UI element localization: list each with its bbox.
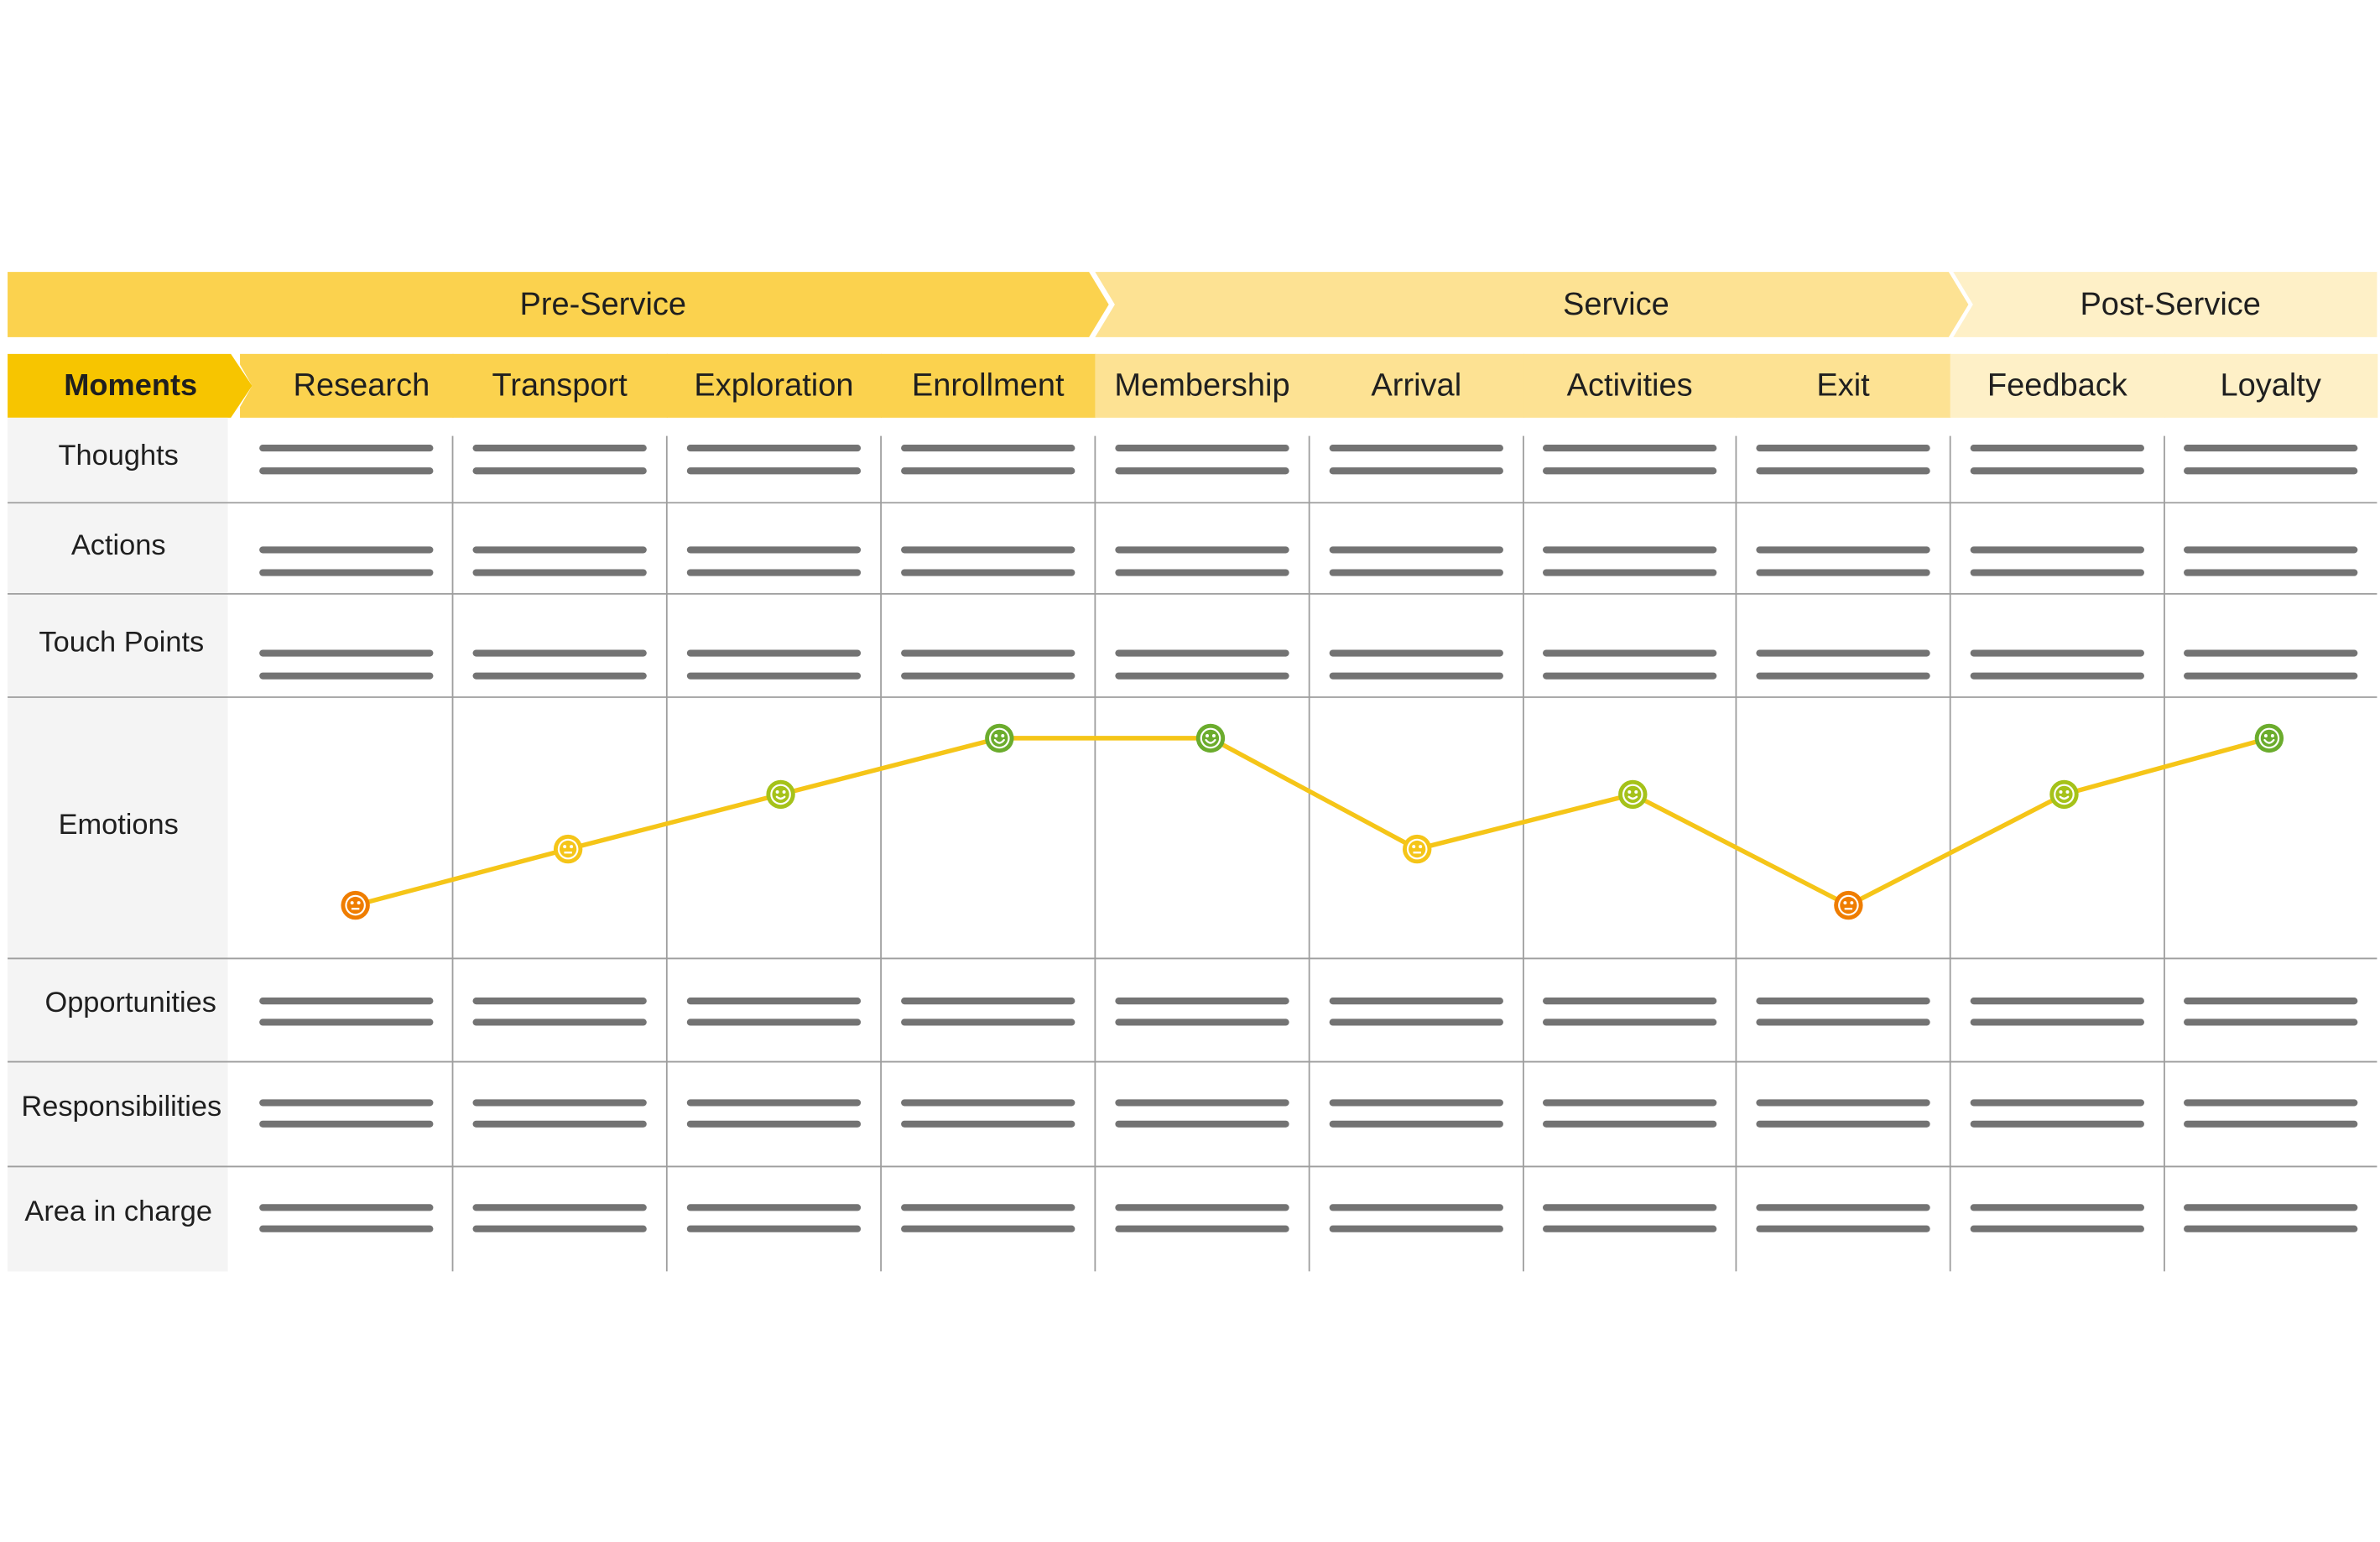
- phase-banner-pre-service: [8, 272, 1109, 337]
- phase-banner-service: [1095, 272, 1969, 337]
- row-label-area-in-charge: Area in charge: [24, 1196, 212, 1227]
- emotion-very-happy-icon: [1195, 723, 1226, 753]
- row-label-touch-points: Touch Points: [39, 627, 204, 659]
- row-label-opportunities: Opportunities: [44, 987, 216, 1018]
- emotion-eye: [570, 845, 574, 849]
- moment-cell: [1736, 353, 1951, 418]
- emotion-curve: [354, 736, 2270, 908]
- emotion-eye: [1412, 845, 1416, 849]
- emotion-eye: [1843, 901, 1847, 905]
- emotion-very-happy-icon: [985, 723, 1014, 753]
- moment-cell: [1095, 353, 1310, 418]
- moment-cell: [1523, 353, 1737, 418]
- moments-label-chevron: [8, 353, 253, 418]
- emotion-eye: [1850, 901, 1854, 905]
- emotion-face-fill: [2055, 785, 2073, 804]
- emotion-happy-icon: [1618, 779, 1648, 810]
- emotion-eye: [563, 845, 567, 849]
- moment-cell: [1309, 353, 1524, 418]
- emotion-eye: [2270, 734, 2274, 737]
- emotion-eye: [2263, 734, 2268, 737]
- emotion-face-fill: [991, 729, 1008, 748]
- row-label-responsibilities: Responsibilities: [21, 1091, 221, 1123]
- phase-label: Pre-Service: [519, 287, 686, 322]
- emotion-eye: [350, 901, 354, 905]
- emotion-eye: [1211, 734, 1216, 737]
- phase-label: Post-Service: [2080, 287, 2261, 322]
- emotion-mouth: [1205, 738, 1216, 744]
- emotion-eye: [1419, 845, 1423, 849]
- moment-label: Loyalty: [2220, 368, 2320, 404]
- row-label-actions: Actions: [71, 529, 166, 561]
- phase-banner-post-service: [1953, 272, 2377, 337]
- moment-cell: [240, 353, 454, 418]
- moment-label: Exit: [1816, 368, 1870, 404]
- moment-label: Activities: [1567, 368, 1693, 404]
- emotion-face-fill: [1840, 896, 1857, 914]
- emotion-mouth: [1627, 795, 1638, 800]
- emotion-eye: [1627, 790, 1632, 794]
- emotion-face-fill: [2260, 729, 2278, 748]
- emotion-eye: [782, 790, 786, 794]
- moment-cell: [2164, 353, 2378, 418]
- emotion-eye: [357, 901, 361, 905]
- phase-label: Service: [1563, 287, 1669, 322]
- emotion-face-fill: [772, 785, 789, 804]
- emotion-happy-icon: [766, 779, 795, 810]
- moment-label: Enrollment: [912, 368, 1065, 404]
- moment-label: Research: [294, 368, 430, 404]
- emotion-eye: [1634, 790, 1638, 794]
- emotion-very-happy-icon: [2254, 723, 2284, 753]
- emotion-face-fill: [1624, 785, 1642, 804]
- emotion-eye: [775, 790, 779, 794]
- moment-cell: [666, 353, 882, 418]
- moments-label: Moments: [64, 367, 197, 402]
- emotion-mouth: [2263, 738, 2275, 744]
- row-label-emotions: Emotions: [59, 809, 179, 841]
- emotion-face-fill: [1201, 729, 1220, 748]
- moment-label: Transport: [492, 368, 628, 404]
- emotion-eye: [2059, 790, 2063, 794]
- emotion-eye: [1205, 734, 1209, 737]
- emotion-happy-icon: [2049, 779, 2079, 810]
- moment-label: Feedback: [1987, 368, 2128, 404]
- emotion-mouth: [775, 795, 786, 800]
- emotion-sad-icon: [1834, 890, 1863, 920]
- emotion-eye: [2065, 790, 2070, 794]
- emotion-mouth: [2059, 795, 2070, 800]
- row-label-column: [8, 417, 228, 1272]
- emotion-mouth: [993, 738, 1005, 744]
- emotion-face-fill: [1409, 840, 1426, 858]
- moment-label: Exploration: [694, 368, 853, 404]
- emotion-eye: [1001, 734, 1005, 737]
- emotion-face-fill: [559, 840, 577, 858]
- emotion-eye: [994, 734, 998, 737]
- emotion-neutral-icon: [1402, 834, 1432, 864]
- emotion-face-fill: [346, 896, 364, 914]
- moment-label: Arrival: [1371, 368, 1461, 404]
- moment-cell: [1950, 353, 2165, 418]
- moment-label: Membership: [1114, 368, 1289, 404]
- emotion-sad-icon: [341, 890, 370, 920]
- moment-cell: [452, 353, 668, 418]
- emotion-neutral-icon: [553, 834, 583, 864]
- row-label-thoughts: Thoughts: [59, 440, 179, 471]
- moment-cell: [881, 353, 1096, 418]
